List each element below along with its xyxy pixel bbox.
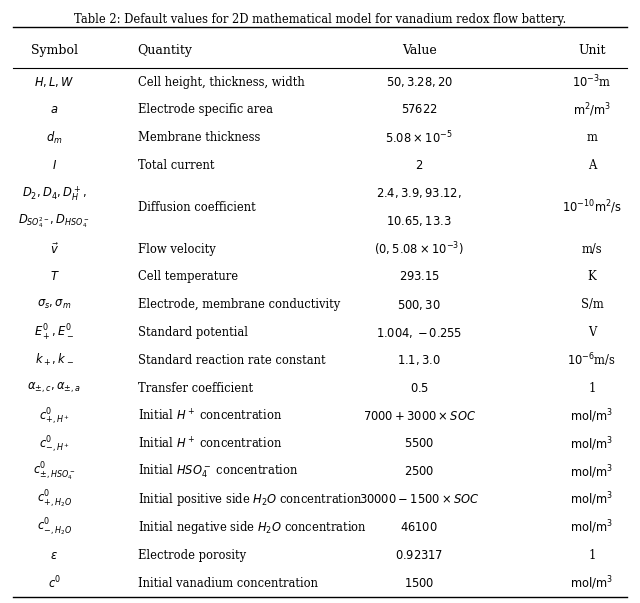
- Text: Electrode porosity: Electrode porosity: [138, 549, 246, 562]
- Text: m: m: [587, 131, 597, 144]
- Text: $T$: $T$: [49, 270, 60, 283]
- Text: Cell height, thickness, width: Cell height, thickness, width: [138, 75, 305, 89]
- Text: $\epsilon$: $\epsilon$: [51, 549, 58, 562]
- Text: Total current: Total current: [138, 159, 214, 172]
- Text: Electrode, membrane conductivity: Electrode, membrane conductivity: [138, 298, 340, 311]
- Text: $E_+^0, E_-^0$: $E_+^0, E_-^0$: [35, 323, 74, 343]
- Text: 1: 1: [588, 549, 596, 562]
- Text: Flow velocity: Flow velocity: [138, 242, 215, 256]
- Text: $\mathrm{mol/m}^3$: $\mathrm{mol/m}^3$: [570, 463, 614, 481]
- Text: $c_{+,H^+}^0$: $c_{+,H^+}^0$: [39, 405, 70, 427]
- Text: $\vec{v}$: $\vec{v}$: [50, 242, 59, 256]
- Text: $c^0$: $c^0$: [48, 575, 61, 592]
- Text: $30000 - 1500 \times SOC$: $30000 - 1500 \times SOC$: [359, 493, 479, 506]
- Text: Membrane thickness: Membrane thickness: [138, 131, 260, 144]
- Text: $c_{-,H^+}^0$: $c_{-,H^+}^0$: [39, 433, 70, 455]
- Text: $0.92317$: $0.92317$: [395, 549, 444, 562]
- Text: $c_{+,H_2O}^0$: $c_{+,H_2O}^0$: [37, 489, 72, 510]
- Text: $50, 3.28, 20$: $50, 3.28, 20$: [385, 75, 453, 89]
- Text: m/s: m/s: [582, 242, 602, 256]
- Text: $10^{-3}$m: $10^{-3}$m: [572, 74, 612, 90]
- Text: Initial negative side $H_2O$ concentration: Initial negative side $H_2O$ concentrati…: [138, 519, 366, 536]
- Text: Transfer coefficient: Transfer coefficient: [138, 382, 253, 395]
- Text: S/m: S/m: [580, 298, 604, 311]
- Text: Initial positive side $H_2O$ concentration: Initial positive side $H_2O$ concentrati…: [138, 491, 362, 508]
- Text: Table 2: Default values for 2D mathematical model for vanadium redox flow batter: Table 2: Default values for 2D mathemati…: [74, 13, 566, 26]
- Text: $D_2, D_4, D_H^+,$: $D_2, D_4, D_H^+,$: [22, 184, 87, 203]
- Text: $\alpha_{\pm,c}, \alpha_{\pm,a}$: $\alpha_{\pm,c}, \alpha_{\pm,a}$: [28, 381, 81, 396]
- Text: $H, L, W$: $H, L, W$: [34, 75, 75, 89]
- Text: Initial $HSO_4^-$ concentration: Initial $HSO_4^-$ concentration: [138, 463, 298, 481]
- Text: Initial vanadium concentration: Initial vanadium concentration: [138, 576, 317, 590]
- Text: $\mathrm{mol/m}^3$: $\mathrm{mol/m}^3$: [570, 574, 614, 592]
- Text: $1500$: $1500$: [404, 576, 435, 590]
- Text: Value: Value: [402, 43, 436, 57]
- Text: $500, 30$: $500, 30$: [397, 298, 441, 312]
- Text: Initial $H^+$ concentration: Initial $H^+$ concentration: [138, 408, 282, 424]
- Text: $D_{SO_4^{2-}}, D_{HSO_4^-}$: $D_{SO_4^{2-}}, D_{HSO_4^-}$: [19, 212, 90, 230]
- Text: Symbol: Symbol: [31, 43, 78, 57]
- Text: Cell temperature: Cell temperature: [138, 270, 237, 283]
- Text: $a$: $a$: [51, 103, 58, 116]
- Text: $1.1, 3.0$: $1.1, 3.0$: [397, 353, 441, 367]
- Text: Unit: Unit: [579, 43, 605, 57]
- Text: $\mathrm{mol/m}^3$: $\mathrm{mol/m}^3$: [570, 407, 614, 425]
- Text: $\mathrm{mol/m}^3$: $\mathrm{mol/m}^3$: [570, 435, 614, 453]
- Text: $2.4, 3.9, 93.12,$: $2.4, 3.9, 93.12,$: [376, 186, 462, 200]
- Text: K: K: [588, 270, 596, 283]
- Text: $2500$: $2500$: [404, 466, 435, 478]
- Text: $\mathrm{mol/m}^3$: $\mathrm{mol/m}^3$: [570, 519, 614, 536]
- Text: $5500$: $5500$: [404, 437, 435, 450]
- Text: V: V: [588, 326, 596, 339]
- Text: $46100$: $46100$: [400, 521, 438, 534]
- Text: $I$: $I$: [52, 159, 57, 172]
- Text: Standard potential: Standard potential: [138, 326, 248, 339]
- Text: $7000 + 3000 \times SOC$: $7000 + 3000 \times SOC$: [363, 409, 476, 423]
- Text: $57622$: $57622$: [401, 103, 438, 116]
- Text: A: A: [588, 159, 596, 172]
- Text: $d_m$: $d_m$: [46, 130, 63, 146]
- Text: Quantity: Quantity: [138, 43, 193, 57]
- Text: $2$: $2$: [415, 159, 423, 172]
- Text: $0.5$: $0.5$: [410, 382, 429, 395]
- Text: $10^{-6}$m/s: $10^{-6}$m/s: [568, 352, 616, 369]
- Text: $293.15$: $293.15$: [399, 270, 440, 283]
- Text: $c_{-,H_2O}^0$: $c_{-,H_2O}^0$: [37, 517, 72, 538]
- Text: Electrode specific area: Electrode specific area: [138, 103, 273, 116]
- Text: Diffusion coefficient: Diffusion coefficient: [138, 201, 255, 214]
- Text: 1: 1: [588, 382, 596, 395]
- Text: $10^{-10}\mathrm{m}^2/\mathrm{s}$: $10^{-10}\mathrm{m}^2/\mathrm{s}$: [562, 198, 622, 216]
- Text: $c_{\pm,HSO_4^-}^0$: $c_{\pm,HSO_4^-}^0$: [33, 461, 76, 483]
- Text: $\sigma_s, \sigma_m$: $\sigma_s, \sigma_m$: [37, 298, 72, 311]
- Text: $(0, 5.08 \times 10^{-3})$: $(0, 5.08 \times 10^{-3})$: [374, 240, 464, 258]
- Text: $5.08 \times 10^{-5}$: $5.08 \times 10^{-5}$: [385, 130, 453, 146]
- Text: Standard reaction rate constant: Standard reaction rate constant: [138, 354, 325, 367]
- Text: $\mathrm{mol/m}^3$: $\mathrm{mol/m}^3$: [570, 491, 614, 508]
- Text: $1.004, -0.255$: $1.004, -0.255$: [376, 326, 462, 339]
- Text: $k_+, k_-$: $k_+, k_-$: [35, 352, 74, 368]
- Text: $\mathrm{m}^2/\mathrm{m}^3$: $\mathrm{m}^2/\mathrm{m}^3$: [573, 101, 611, 119]
- Text: Initial $H^+$ concentration: Initial $H^+$ concentration: [138, 436, 282, 452]
- Text: $10.65, 13.3$: $10.65, 13.3$: [387, 214, 452, 228]
